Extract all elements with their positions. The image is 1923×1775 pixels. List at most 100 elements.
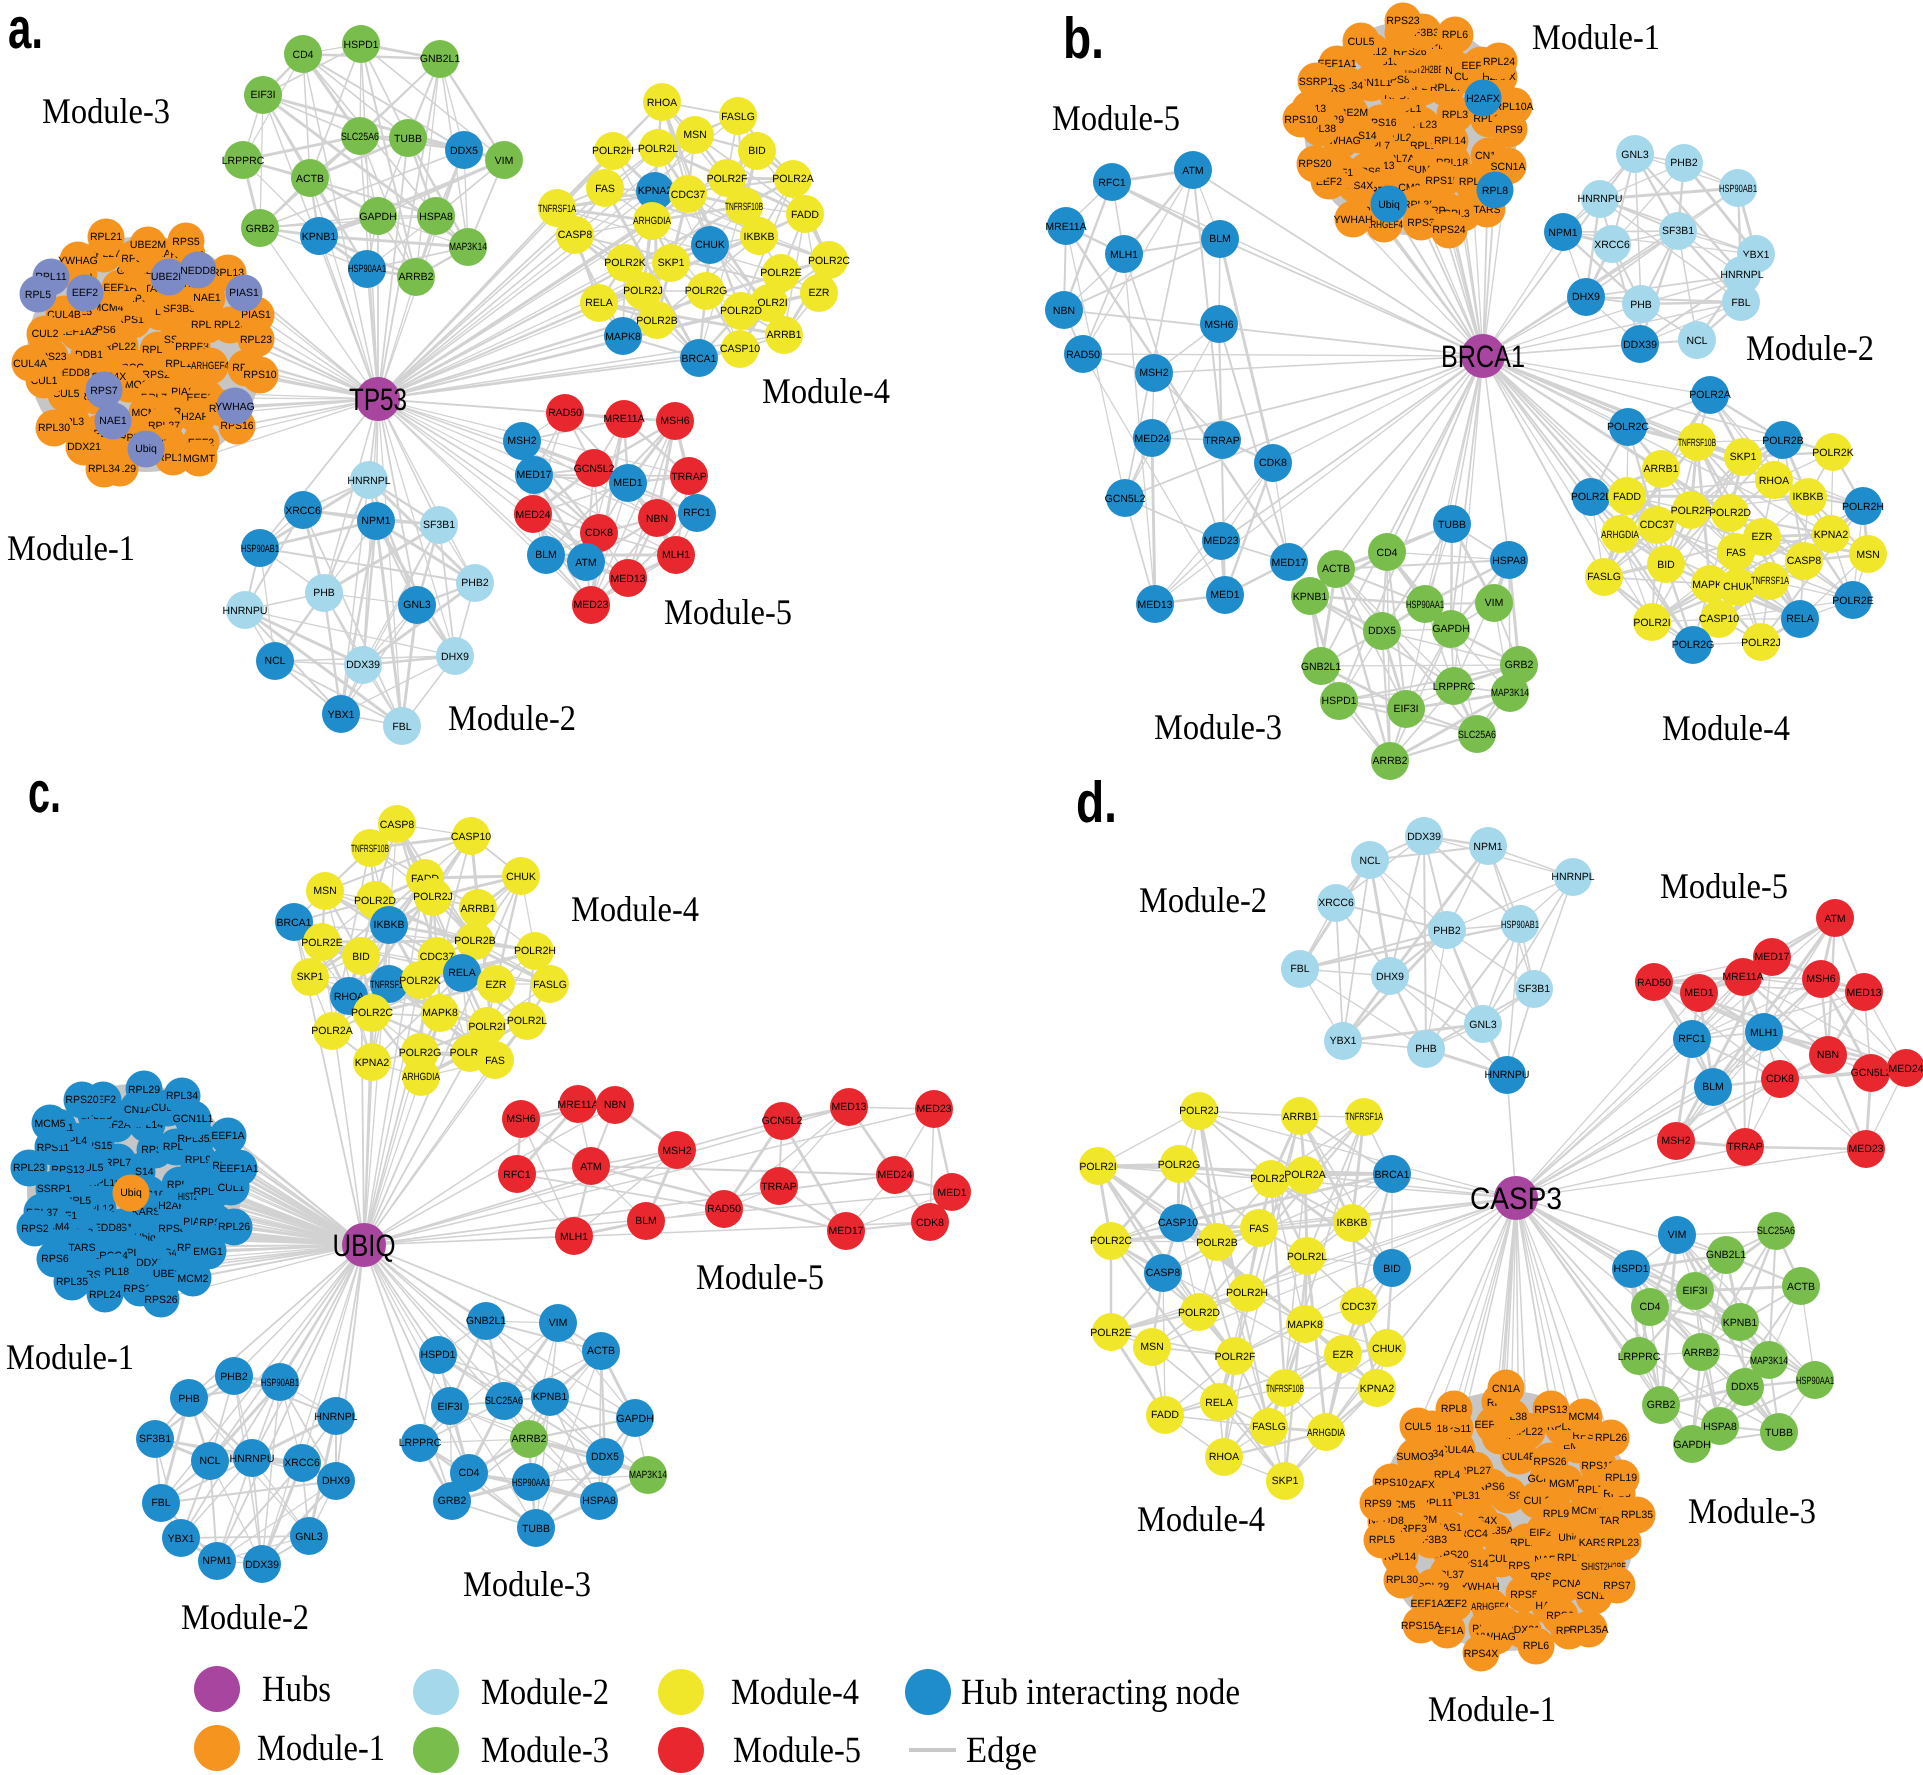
svg-text:MSH6: MSH6	[506, 1113, 535, 1125]
svg-text:RPL35A: RPL35A	[1569, 1624, 1608, 1636]
svg-text:LRPPRC: LRPPRC	[399, 1437, 442, 1449]
svg-text:ATM: ATM	[1824, 913, 1845, 925]
svg-text:Module-3: Module-3	[481, 1730, 609, 1771]
svg-text:FASLG: FASLG	[721, 111, 755, 123]
svg-text:POLR2H: POLR2H	[514, 945, 556, 957]
svg-text:HSP90AB1: HSP90AB1	[261, 1377, 299, 1389]
svg-text:POLR2J: POLR2J	[1741, 637, 1781, 649]
svg-text:MRE11A: MRE11A	[603, 413, 644, 425]
svg-text:BLM: BLM	[1209, 233, 1231, 245]
svg-text:ARHGDIA: ARHGDIA	[633, 215, 671, 227]
svg-text:RPL6: RPL6	[1523, 1640, 1549, 1652]
svg-text:RPS4X: RPS4X	[1464, 1648, 1498, 1660]
svg-text:RPS23: RPS23	[1386, 15, 1419, 27]
svg-text:HSPA8: HSPA8	[582, 1495, 616, 1507]
svg-text:RHOA: RHOA	[1209, 1451, 1239, 1463]
svg-text:SF3B1: SF3B1	[1518, 983, 1550, 995]
svg-text:YBX1: YBX1	[1330, 1035, 1357, 1047]
svg-text:FADD: FADD	[1613, 491, 1641, 503]
svg-text:HSPD1: HSPD1	[1321, 695, 1356, 707]
svg-text:ARRB1: ARRB1	[1643, 463, 1678, 475]
svg-text:POLR2H: POLR2H	[1226, 1287, 1268, 1299]
svg-text:Ubiq: Ubiq	[1378, 199, 1400, 211]
svg-text:Module-5: Module-5	[1660, 866, 1788, 906]
svg-text:NEDD8: NEDD8	[180, 265, 216, 277]
svg-text:CDC37: CDC37	[1342, 1301, 1377, 1313]
svg-text:ATM: ATM	[575, 557, 596, 569]
svg-text:TNFRSF1A: TNFRSF1A	[1751, 575, 1789, 587]
svg-text:Module-1: Module-1	[1532, 17, 1660, 57]
svg-text:POLR2E: POLR2E	[1090, 1327, 1131, 1339]
svg-text:TNFRSF1A: TNFRSF1A	[1345, 1111, 1383, 1123]
svg-text:MED1: MED1	[1210, 589, 1239, 601]
svg-text:ARHGEF4: ARHGEF4	[1365, 219, 1403, 231]
svg-text:XRCC6: XRCC6	[1594, 239, 1630, 251]
svg-text:Module-1: Module-1	[1428, 1689, 1556, 1729]
svg-text:TRRAP: TRRAP	[1727, 1141, 1763, 1153]
svg-text:RPL29: RPL29	[128, 1084, 160, 1096]
svg-text:EIF3I: EIF3I	[437, 1401, 462, 1413]
svg-text:BRCA1: BRCA1	[681, 353, 716, 365]
svg-text:SLC25A6: SLC25A6	[1757, 1225, 1795, 1237]
svg-text:BLM: BLM	[535, 549, 557, 561]
svg-text:H2AFX: H2AFX	[1401, 1479, 1435, 1491]
svg-text:RELA: RELA	[1786, 613, 1813, 625]
svg-text:CUL5: CUL5	[53, 388, 80, 400]
svg-text:RPS3: RPS3	[1407, 217, 1435, 229]
svg-text:RAD50: RAD50	[707, 1203, 741, 1215]
svg-text:GAPDH: GAPDH	[359, 211, 396, 223]
svg-text:POLR2G: POLR2G	[685, 285, 728, 297]
svg-text:ARHGDIA: ARHGDIA	[1307, 1427, 1345, 1439]
svg-text:XRCC6: XRCC6	[285, 505, 321, 517]
svg-text:EIF3I: EIF3I	[1682, 1285, 1707, 1297]
svg-text:RPL35: RPL35	[56, 1276, 88, 1288]
svg-text:DDX39: DDX39	[346, 659, 380, 671]
svg-text:MLH1: MLH1	[1750, 1027, 1778, 1039]
svg-text:CASP8: CASP8	[1146, 1267, 1181, 1279]
svg-text:MSH2: MSH2	[1661, 1135, 1690, 1147]
svg-text:RPL19: RPL19	[1605, 1472, 1637, 1484]
svg-text:NPM1: NPM1	[1473, 841, 1502, 853]
svg-text:MAPK8: MAPK8	[422, 1007, 458, 1019]
svg-text:DDX5: DDX5	[591, 1451, 619, 1463]
svg-text:POLR2J: POLR2J	[623, 285, 663, 297]
svg-text:CDC37: CDC37	[420, 951, 455, 963]
svg-text:Module-2: Module-2	[448, 698, 576, 738]
svg-text:ACTB: ACTB	[1787, 1281, 1815, 1293]
svg-text:MSN: MSN	[1140, 1341, 1163, 1353]
svg-text:SSRP1: SSRP1	[37, 1183, 72, 1195]
svg-text:IKBKB: IKBKB	[744, 231, 775, 243]
svg-text:MED13: MED13	[1846, 987, 1881, 999]
svg-text:MSH6: MSH6	[1806, 973, 1835, 985]
svg-text:CD4: CD4	[458, 1467, 479, 1479]
svg-text:POLR2L: POLR2L	[1287, 1251, 1327, 1263]
svg-text:Module-2: Module-2	[181, 1597, 309, 1637]
svg-text:RPL3: RPL3	[1442, 109, 1468, 121]
svg-text:FASLG: FASLG	[533, 979, 567, 991]
svg-text:TRRAP: TRRAP	[1204, 435, 1240, 447]
svg-text:KPNB1: KPNB1	[1293, 591, 1328, 603]
svg-text:Hubs: Hubs	[262, 1669, 331, 1710]
svg-text:Module-1: Module-1	[7, 528, 135, 568]
svg-text:PRPF3: PRPF3	[175, 341, 209, 353]
svg-text:FAS: FAS	[1249, 1223, 1269, 1235]
svg-text:MRE11A: MRE11A	[1045, 221, 1086, 233]
svg-text:RPS8: RPS8	[158, 1223, 186, 1235]
svg-text:HSP90AB1: HSP90AB1	[1719, 183, 1757, 195]
svg-text:RPS9: RPS9	[1364, 1498, 1392, 1510]
svg-text:RPS5: RPS5	[1510, 1589, 1538, 1601]
svg-text:CDK8: CDK8	[1766, 1073, 1794, 1085]
svg-text:Module-1: Module-1	[257, 1728, 385, 1769]
svg-text:RPS26: RPS26	[144, 1294, 177, 1306]
svg-text:BRCA1: BRCA1	[276, 917, 311, 929]
svg-text:RPL30: RPL30	[1386, 1574, 1418, 1586]
svg-text:GRB2: GRB2	[246, 223, 275, 235]
svg-text:ARRB1: ARRB1	[766, 329, 801, 341]
svg-text:BID: BID	[1383, 1263, 1401, 1275]
svg-text:PIAS1: PIAS1	[229, 287, 259, 299]
svg-text:CUL4A: CUL4A	[13, 358, 47, 370]
svg-text:NAE1: NAE1	[99, 415, 127, 427]
svg-text:Module-4: Module-4	[731, 1672, 859, 1713]
svg-text:CASP8: CASP8	[1787, 555, 1822, 567]
svg-text:KARS: KARS	[1579, 1537, 1608, 1549]
